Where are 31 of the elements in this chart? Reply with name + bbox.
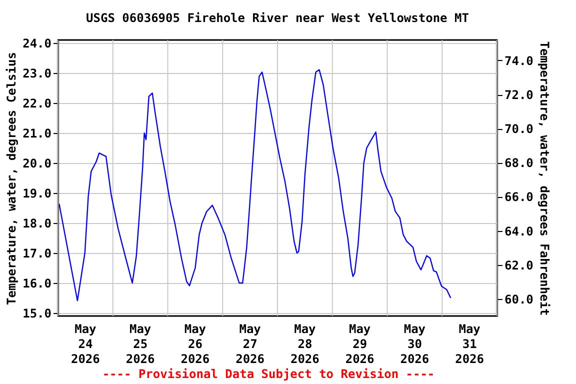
y-tick-label: 24.0 — [22, 36, 52, 50]
text: ---- Provisional Data Subject to Revision ---- — [102, 367, 435, 381]
chart-title: USGS 06036905 Firehole River near West Yellowstone MT — [86, 11, 469, 25]
y-tick-label: 16.0 — [22, 276, 52, 290]
y-axis-title: Temperature, water, degrees Celsius — [4, 52, 19, 305]
x-tick-label: May 24 2026 — [70, 322, 100, 366]
y2-tick-label: 64.0 — [504, 224, 534, 238]
y-tick-label: 15.0 — [22, 306, 52, 320]
y-tick-label: 23.0 — [22, 66, 52, 80]
y2-tick-label: 66.0 — [504, 190, 534, 204]
x-tick-label: May 26 2026 — [180, 322, 210, 366]
y-tick-label: 19.0 — [22, 186, 52, 200]
x-tick-label: May 31 2026 — [455, 322, 484, 366]
x-tick-label: May 29 2026 — [345, 322, 374, 366]
y2-tick-label: 60.0 — [504, 292, 534, 306]
x-tick-label: May 30 2026 — [400, 322, 430, 366]
y2-tick-label: 68.0 — [504, 156, 534, 170]
y-tick-label: 17.0 — [22, 246, 52, 260]
y-tick-label: 20.0 — [22, 156, 52, 170]
x-tick-label: May 27 2026 — [236, 322, 265, 366]
y2-tick-label: 74.0 — [504, 54, 534, 68]
y-tick-label: 18.0 — [22, 216, 52, 230]
x-tick-label: May 28 2026 — [290, 322, 320, 366]
line-series — [58, 69, 452, 302]
y2-axis-title: Temperature, water, degrees Fahrenheit — [537, 41, 552, 316]
y-tick-label: 21.0 — [22, 126, 52, 140]
x-tick-label: May 25 2026 — [126, 322, 155, 366]
y2-tick-label: 70.0 — [504, 122, 534, 136]
y-tick-label: 22.0 — [22, 96, 52, 110]
y2-tick-label: 72.0 — [504, 88, 534, 102]
y2-tick-label: 62.0 — [504, 258, 534, 272]
